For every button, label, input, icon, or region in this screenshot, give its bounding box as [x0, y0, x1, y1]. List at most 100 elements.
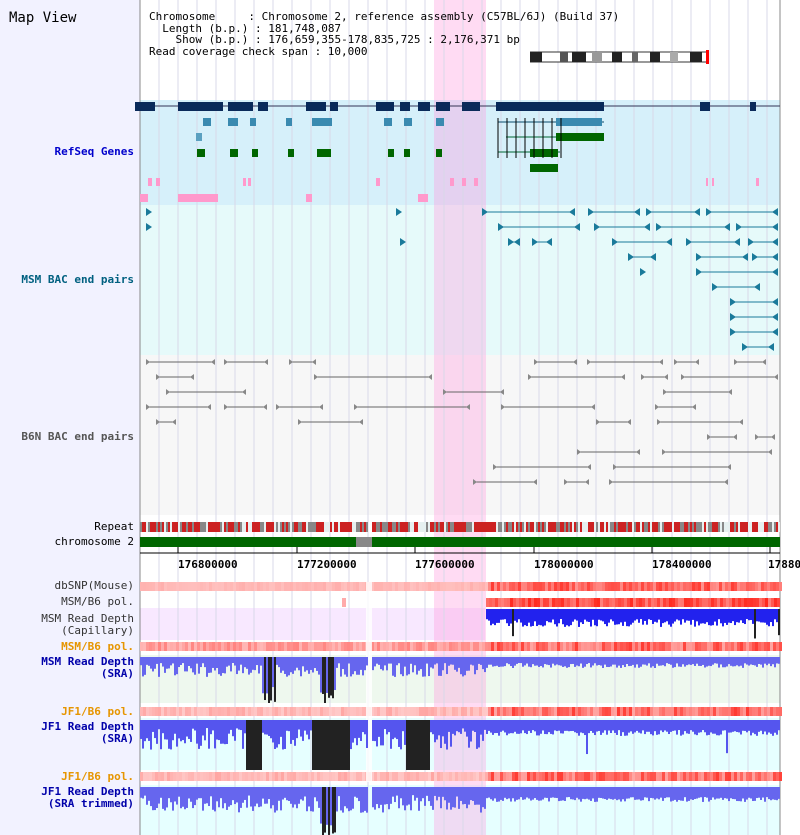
track-label-msm-bac[interactable]: MSM BAC end pairs	[21, 273, 134, 286]
bac-end-arrow	[724, 223, 730, 231]
read-depth-bar	[614, 609, 616, 625]
read-depth-bar	[648, 787, 650, 802]
read-depth-bar	[408, 657, 410, 675]
polymorphism-mark	[662, 642, 665, 651]
polymorphism-mark	[416, 772, 419, 781]
polymorphism-mark	[680, 772, 683, 781]
polymorphism-mark	[428, 642, 431, 651]
bac-end-arrow	[443, 389, 447, 395]
read-depth-bar	[614, 787, 616, 799]
repeat-mark	[588, 522, 590, 532]
polymorphism-mark	[473, 772, 476, 781]
read-depth-bar	[690, 657, 692, 665]
repeat-mark	[708, 522, 710, 532]
polymorphism-mark	[170, 642, 173, 651]
polymorphism-mark	[714, 598, 717, 607]
repeat-mark	[310, 522, 312, 532]
polymorphism-mark	[716, 707, 719, 716]
polymorphism-mark	[440, 642, 443, 651]
polymorphism-mark	[335, 772, 338, 781]
read-depth-bar	[290, 720, 292, 744]
repeat-mark	[190, 522, 192, 532]
read-depth-bar	[448, 720, 450, 732]
read-depth-bar	[260, 720, 262, 770]
read-depth-bar	[170, 787, 172, 803]
repeat-mark	[704, 522, 706, 532]
read-depth-bar	[678, 787, 680, 801]
chromosome-bar	[140, 537, 780, 547]
polymorphism-mark	[566, 582, 569, 591]
polymorphism-mark	[200, 772, 203, 781]
repeat-mark	[494, 522, 496, 532]
polymorphism-mark	[662, 772, 665, 781]
polymorphism-mark	[572, 707, 575, 716]
repeat-mark	[208, 522, 210, 532]
polymorphism-mark	[140, 582, 143, 591]
polymorphism-mark	[476, 772, 479, 781]
track-label-refseq[interactable]: RefSeq Genes	[54, 145, 134, 158]
polymorphism-mark	[770, 772, 773, 781]
read-depth-bar	[650, 720, 652, 735]
read-depth-bar	[620, 609, 622, 623]
repeat-mark	[544, 522, 546, 532]
pseudogene	[306, 194, 312, 202]
polymorphism-mark	[600, 598, 603, 607]
polymorphism-mark	[389, 707, 392, 716]
read-depth-bar	[260, 787, 262, 807]
polymorphism-mark	[744, 598, 747, 607]
polymorphism-mark	[317, 582, 320, 591]
polymorphism-mark	[293, 772, 296, 781]
read-depth-bar	[774, 787, 776, 800]
repeat-mark	[178, 522, 180, 532]
read-depth-bar	[644, 609, 646, 621]
pseudogene	[450, 178, 454, 186]
polymorphism-mark	[344, 772, 347, 781]
polymorphism-mark	[530, 772, 533, 781]
read-depth-bar	[502, 609, 504, 620]
polymorphism-mark	[239, 772, 242, 781]
polymorphism-mark	[678, 598, 681, 607]
read-depth-bar	[222, 657, 224, 674]
repeat-mark	[230, 522, 232, 532]
read-depth-bar	[222, 720, 224, 744]
polymorphism-mark	[458, 582, 461, 591]
polymorphism-mark	[335, 642, 338, 651]
read-depth-bar	[566, 787, 568, 798]
polymorphism-mark	[749, 582, 752, 591]
repeat-mark	[690, 522, 692, 532]
read-depth-bar	[646, 787, 648, 798]
read-depth-bar	[386, 787, 388, 805]
polymorphism-mark	[684, 598, 687, 607]
read-depth-bar	[226, 657, 228, 667]
read-depth-bar	[214, 720, 216, 749]
read-depth-bar	[696, 609, 698, 622]
read-depth-bar	[504, 657, 506, 667]
read-depth-bar	[636, 720, 638, 731]
read-depth-bar	[740, 720, 742, 735]
read-depth-bar	[746, 609, 748, 620]
repeat-mark	[488, 522, 490, 532]
axis-tick-label: 176800000	[178, 558, 238, 571]
repeat-mark	[224, 522, 226, 532]
polymorphism-mark	[200, 707, 203, 716]
repeat-mark	[416, 522, 418, 532]
track-label-b6n-bac[interactable]: B6N BAC end pairs	[21, 430, 134, 443]
read-depth-bar	[404, 787, 406, 811]
repeat-mark	[210, 522, 212, 532]
polymorphism-mark	[443, 642, 446, 651]
read-depth-bar	[610, 787, 612, 800]
read-depth-bar	[654, 720, 656, 732]
track-label-jf1-b6-pol: JF1/B6 pol.	[61, 705, 134, 718]
read-depth-bar	[330, 720, 332, 770]
repeat-mark	[348, 522, 350, 532]
read-depth-bar	[248, 787, 250, 796]
read-depth-bar	[692, 787, 694, 800]
polymorphism-mark	[507, 598, 510, 607]
polymorphism-mark	[455, 707, 458, 716]
polymorphism-mark	[311, 772, 314, 781]
repeat-mark	[400, 522, 402, 532]
polymorphism-mark	[605, 582, 608, 591]
read-depth-bar	[700, 657, 702, 666]
polymorphism-mark	[716, 642, 719, 651]
